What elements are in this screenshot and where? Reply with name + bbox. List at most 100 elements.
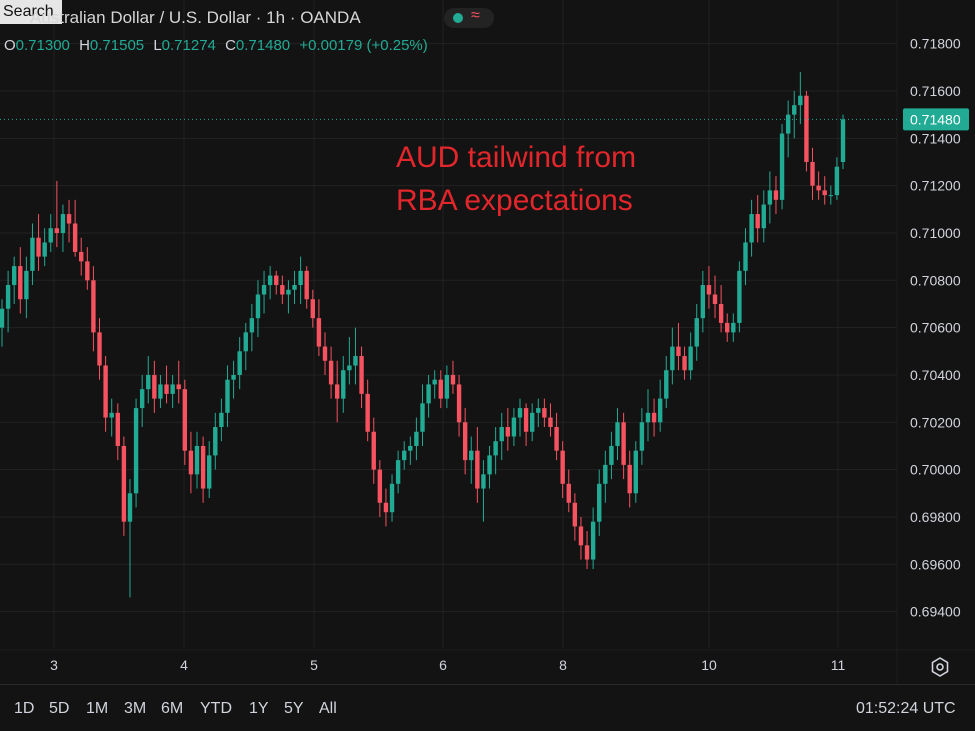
candle-body	[603, 464, 608, 484]
y-tick-label: 0.70600	[910, 320, 961, 336]
candle-body	[834, 166, 840, 196]
candle-body	[200, 445, 206, 489]
timeframe-5d[interactable]: 5D	[49, 700, 70, 717]
candle-body	[773, 190, 779, 200]
candle-body	[536, 408, 541, 413]
candle-body	[432, 379, 437, 385]
candle-body	[109, 412, 114, 418]
candle-body	[5, 285, 11, 309]
candle-body	[42, 242, 47, 257]
candle-body	[444, 374, 450, 399]
ohlc-close-value: 0.71480	[235, 37, 291, 54]
ohlc-open-key: O	[4, 37, 16, 54]
y-tick-label: 0.71400	[910, 130, 961, 146]
ohlc-low-value: 0.71274	[161, 37, 216, 54]
candle-body	[371, 431, 376, 470]
symbol-title[interactable]: Australian Dollar / U.S. Dollar · 1h · O…	[30, 8, 361, 27]
timeframe-1m[interactable]: 1M	[86, 700, 109, 717]
candle-body	[219, 412, 224, 428]
candle-body	[755, 214, 760, 229]
timeframe-ytd[interactable]: YTD	[200, 700, 232, 717]
candle-body	[676, 346, 681, 357]
candle-body	[487, 455, 492, 475]
candle-body	[115, 412, 120, 446]
candle-body	[79, 251, 84, 262]
candle-body	[822, 190, 827, 196]
candle-body	[456, 384, 462, 423]
candle-body	[578, 526, 584, 546]
x-tick-label: 6	[439, 657, 447, 673]
candle-body	[249, 318, 255, 333]
candle-body	[743, 242, 748, 271]
candle-body	[438, 379, 443, 399]
candle-body	[572, 502, 578, 527]
candle-body	[584, 545, 590, 560]
y-tick-label: 0.71600	[910, 83, 961, 99]
candle-body	[609, 445, 614, 465]
candle-body	[450, 374, 456, 385]
candle-body	[231, 374, 236, 380]
candle-body	[706, 285, 712, 295]
timeframe-all[interactable]: All	[319, 700, 337, 717]
annotation-line-2: RBA expectations	[396, 184, 633, 217]
candle-body	[590, 521, 596, 560]
price-chart[interactable]: 0.71800 0.71600 0.71400 0.71200 0.71000 0.708…	[0, 0, 975, 684]
market-status-pill[interactable]: ≈	[444, 7, 494, 28]
timeframe-5y[interactable]: 5Y	[284, 700, 304, 717]
candle-body	[255, 294, 261, 319]
candle-body	[298, 270, 303, 286]
candle-body	[377, 469, 383, 503]
candle-body	[383, 502, 389, 513]
candle-body	[792, 105, 797, 115]
candle-body	[627, 464, 632, 494]
candle-body	[286, 289, 291, 295]
search-button[interactable]: Search	[0, 0, 62, 24]
candle-body	[511, 417, 517, 437]
candle-body	[670, 346, 675, 371]
candle-body	[414, 431, 419, 446]
y-tick-label: 0.70000	[910, 462, 961, 478]
timeframe-3m[interactable]: 3M	[124, 700, 147, 717]
candle-body	[304, 270, 309, 300]
candle-body	[725, 322, 730, 333]
candle-body	[402, 450, 407, 461]
candle-body	[24, 270, 29, 300]
ohlc-low-key: L	[153, 37, 162, 54]
y-tick-label: 0.69600	[910, 556, 961, 572]
ohlc-high-value: 0.71505	[89, 37, 145, 54]
annotation-line-1: AUD tailwind from	[396, 141, 637, 174]
candle-body	[146, 374, 151, 390]
x-tick-label: 5	[310, 657, 318, 673]
candle-body	[554, 427, 559, 451]
utc-clock[interactable]: 01:52:24 UTC	[856, 700, 956, 717]
candle-body	[85, 261, 90, 281]
candle-body	[810, 161, 815, 186]
candle-body	[365, 393, 370, 432]
green-dot-icon	[453, 13, 463, 23]
gear-icon[interactable]	[930, 657, 950, 677]
candle-body	[542, 408, 547, 418]
timeframe-6m[interactable]: 6M	[161, 700, 184, 717]
candle-body	[700, 285, 706, 319]
candle-body	[633, 450, 638, 494]
candle-body	[207, 455, 212, 489]
candle-body	[97, 332, 102, 366]
candle-body	[462, 422, 468, 461]
candle-body	[664, 370, 669, 399]
candle-body	[121, 445, 127, 522]
candle-body	[225, 379, 230, 413]
ohlc-legend: O0.71300 H0.71505 L0.71274 C0.71480 +0.0…	[4, 37, 433, 54]
candle-body	[560, 450, 565, 484]
candle-body	[0, 308, 5, 328]
candle-body	[523, 408, 529, 432]
timeframe-1d[interactable]: 1D	[14, 700, 35, 717]
chart-annotation: AUD tailwind from RBA expectations	[396, 136, 636, 222]
y-tick-label: 0.69800	[910, 509, 961, 525]
candle-body	[639, 422, 645, 451]
candle-body	[816, 185, 821, 191]
timeframe-1y[interactable]: 1Y	[249, 700, 269, 717]
ohlc-close-key: C	[225, 37, 236, 54]
candle-body	[408, 445, 413, 451]
y-tick-label: 0.71800	[910, 36, 961, 52]
candle-body	[475, 450, 480, 489]
